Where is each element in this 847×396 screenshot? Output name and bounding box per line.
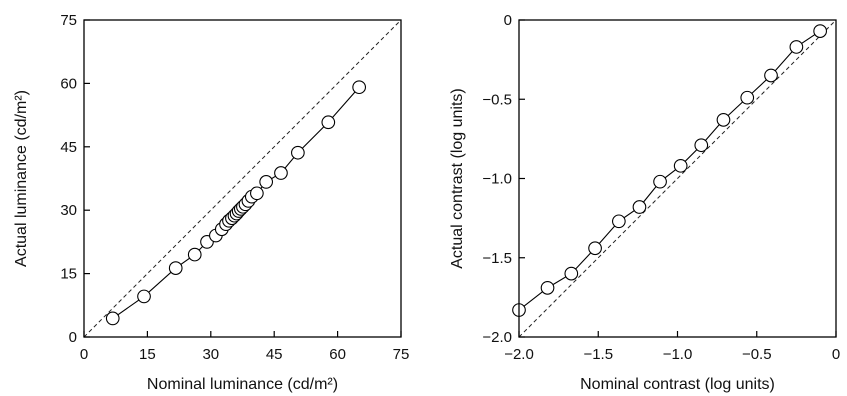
y-tick-label: −0.5 <box>482 91 512 108</box>
data-point <box>632 200 647 214</box>
x-axis-label: Nominal contrast (log units) <box>580 376 775 393</box>
x-tick-label: 15 <box>139 346 156 363</box>
data-point <box>291 145 305 160</box>
data-point <box>168 261 183 275</box>
data-point <box>673 158 688 173</box>
data-point <box>653 174 667 189</box>
x-axis-label: Nominal luminance (cd/m²) <box>147 376 338 393</box>
x-tick-label: 30 <box>202 346 219 363</box>
data-point <box>259 175 274 189</box>
y-tick-label: −1.0 <box>482 171 512 188</box>
data-point <box>137 289 151 304</box>
y-tick-label: 15 <box>60 266 77 283</box>
y-tick-label: 75 <box>60 12 77 29</box>
y-axis-label: Actual contrast (log units) <box>449 88 466 269</box>
x-tick-label: 45 <box>266 346 283 363</box>
x-tick-label: −1.5 <box>583 346 613 363</box>
identity-reference-line <box>83 19 402 338</box>
data-point <box>789 40 804 54</box>
x-tick-label: 0 <box>832 346 840 363</box>
plot-frame <box>83 19 402 338</box>
data-point <box>694 138 709 153</box>
data-point <box>740 90 755 105</box>
identity-reference-line <box>518 19 837 338</box>
x-tick-label: −2.0 <box>504 346 534 363</box>
data-point <box>187 247 202 262</box>
x-tick-label: 60 <box>329 346 346 363</box>
x-tick-label: −1.0 <box>663 346 693 363</box>
x-tick-label: 0 <box>80 346 88 363</box>
y-tick-label: 0 <box>69 329 77 346</box>
data-point <box>813 24 828 38</box>
data-point <box>274 166 288 180</box>
y-axis-label: Actual luminance (cd/m²) <box>13 90 30 267</box>
data-point <box>588 241 602 256</box>
data-point <box>321 115 336 130</box>
data-point <box>250 186 264 201</box>
data-point <box>540 281 555 295</box>
y-tick-label: 0 <box>504 12 512 29</box>
data-point <box>564 266 579 281</box>
y-tick-label: 30 <box>60 202 77 219</box>
x-tick-label: 75 <box>393 346 410 363</box>
data-point <box>764 68 778 83</box>
data-point <box>105 311 120 326</box>
data-point <box>716 113 731 127</box>
luminance-panel: 0 15 30 45 60 75 0 15 30 45 60 75 Nominal luminance … <box>13 12 409 393</box>
data-point <box>352 80 367 95</box>
y-tick-label: 60 <box>60 75 77 92</box>
y-tick-label: −1.5 <box>482 250 512 267</box>
contrast-panel: −2.0 −1.5 −1.0 −0.5 0 −2.0 −1.5 −1.0 −0.5 0 Nomina… <box>449 12 840 393</box>
y-tick-label: −2.0 <box>482 329 512 346</box>
x-tick-label: −0.5 <box>742 346 772 363</box>
data-point <box>612 214 626 229</box>
y-tick-label: 45 <box>60 139 77 156</box>
